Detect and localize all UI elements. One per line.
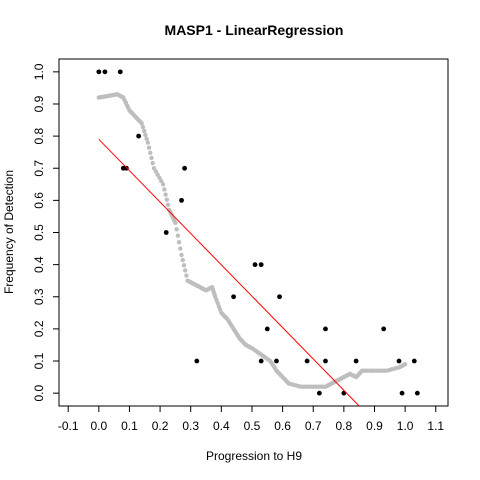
smooth-point	[151, 166, 157, 171]
smooth-point	[149, 155, 154, 161]
y-tick-label: 0.7	[32, 160, 46, 177]
smooth-point	[143, 132, 148, 138]
data-point	[264, 326, 270, 332]
smooth-point	[163, 192, 168, 197]
smooth-point	[157, 175, 162, 181]
plot-area	[96, 69, 420, 406]
y-tick-label: 0.0	[32, 384, 46, 401]
data-point	[323, 326, 328, 332]
data-point	[258, 262, 264, 268]
data-point	[274, 358, 279, 364]
x-tick-label: 0.0	[90, 419, 107, 433]
data-point	[411, 358, 417, 364]
y-tick-label: 0.8	[32, 127, 46, 144]
regression-line	[98, 138, 360, 406]
x-tick-label: 1.0	[397, 419, 414, 433]
y-tick-label: 0.9	[32, 95, 46, 112]
smooth-point	[181, 263, 187, 268]
data-point	[304, 358, 310, 364]
y-axis: 0.0 0.1 0.2 0.3 0.4 0.5 0.6 0.7 0.8 0.9 1.0	[32, 63, 59, 401]
data-point	[117, 69, 123, 75]
data-point	[414, 390, 420, 396]
data-point	[399, 390, 405, 396]
data-point	[194, 358, 200, 364]
x-tick-label: 1.1	[427, 419, 444, 433]
smooth-point	[153, 169, 158, 174]
data-point	[96, 69, 102, 75]
y-tick-label: 0.4	[32, 256, 46, 273]
data-point	[316, 390, 322, 396]
x-tick-label: 0.1	[121, 419, 138, 433]
y-tick-label: 0.6	[32, 192, 46, 209]
data-point	[163, 230, 169, 235]
y-tick-label: 0.2	[32, 320, 46, 337]
data-point	[323, 358, 328, 364]
smooth-point	[178, 246, 183, 251]
data-point	[277, 294, 282, 300]
y-tick-label: 0.3	[32, 288, 46, 305]
x-axis-label: Progression to H9	[206, 449, 302, 463]
data-point	[136, 133, 142, 139]
smooth-point	[150, 160, 155, 166]
data-point	[396, 358, 402, 364]
smooth-point	[173, 220, 178, 226]
data-point	[381, 326, 387, 332]
smooth-point	[145, 140, 151, 145]
data-point	[231, 294, 236, 300]
x-tick-label: 0.3	[182, 419, 199, 433]
x-tick-label: 0.8	[336, 419, 353, 433]
smooth-point	[146, 145, 152, 150]
smooth-point	[402, 362, 408, 367]
x-tick-label: 0.2	[152, 419, 169, 433]
smooth-point	[148, 150, 153, 156]
data-point	[179, 197, 184, 203]
smooth-point	[174, 227, 179, 232]
data-point	[182, 165, 187, 171]
smooth-point	[139, 121, 144, 126]
x-tick-label: 0.6	[274, 419, 291, 433]
data-point	[258, 358, 264, 364]
y-tick-label: 1.0	[32, 63, 46, 80]
smooth-point	[164, 197, 170, 202]
y-tick-label: 0.5	[32, 224, 46, 241]
smooth-point	[184, 273, 189, 278]
smooth-point	[179, 252, 184, 258]
smooth-point	[140, 124, 146, 130]
data-point	[252, 262, 258, 268]
smooth-point	[160, 182, 166, 187]
smooth-point	[182, 268, 188, 273]
data-point	[353, 358, 359, 364]
smooth-point	[141, 128, 147, 134]
smooth-point	[159, 178, 164, 184]
smooth-point	[162, 187, 167, 192]
smooth-point	[144, 136, 149, 141]
smooth-point	[175, 233, 181, 238]
smooth-point	[155, 172, 160, 177]
y-tick-label: 0.1	[32, 352, 46, 369]
x-axis: -0.1 0.0 0.1 0.2 0.3 0.4 0.5 0.6 0.7 0.8 0.9 1.0 1.1	[58, 406, 444, 433]
smooth-point	[165, 202, 171, 208]
smooth-point	[176, 239, 182, 245]
x-tick-label: -0.1	[58, 419, 79, 433]
data-point	[102, 69, 108, 75]
plot-frame	[58, 58, 449, 407]
y-axis-label: Frequency of Detection	[2, 170, 16, 294]
x-tick-label: 0.9	[366, 419, 383, 433]
x-tick-label: 0.5	[244, 419, 261, 433]
x-tick-label: 0.7	[305, 419, 322, 433]
chart-title: MASP1 - LinearRegression	[165, 22, 344, 38]
x-tick-label: 0.4	[213, 419, 230, 433]
smooth-point	[180, 257, 185, 263]
